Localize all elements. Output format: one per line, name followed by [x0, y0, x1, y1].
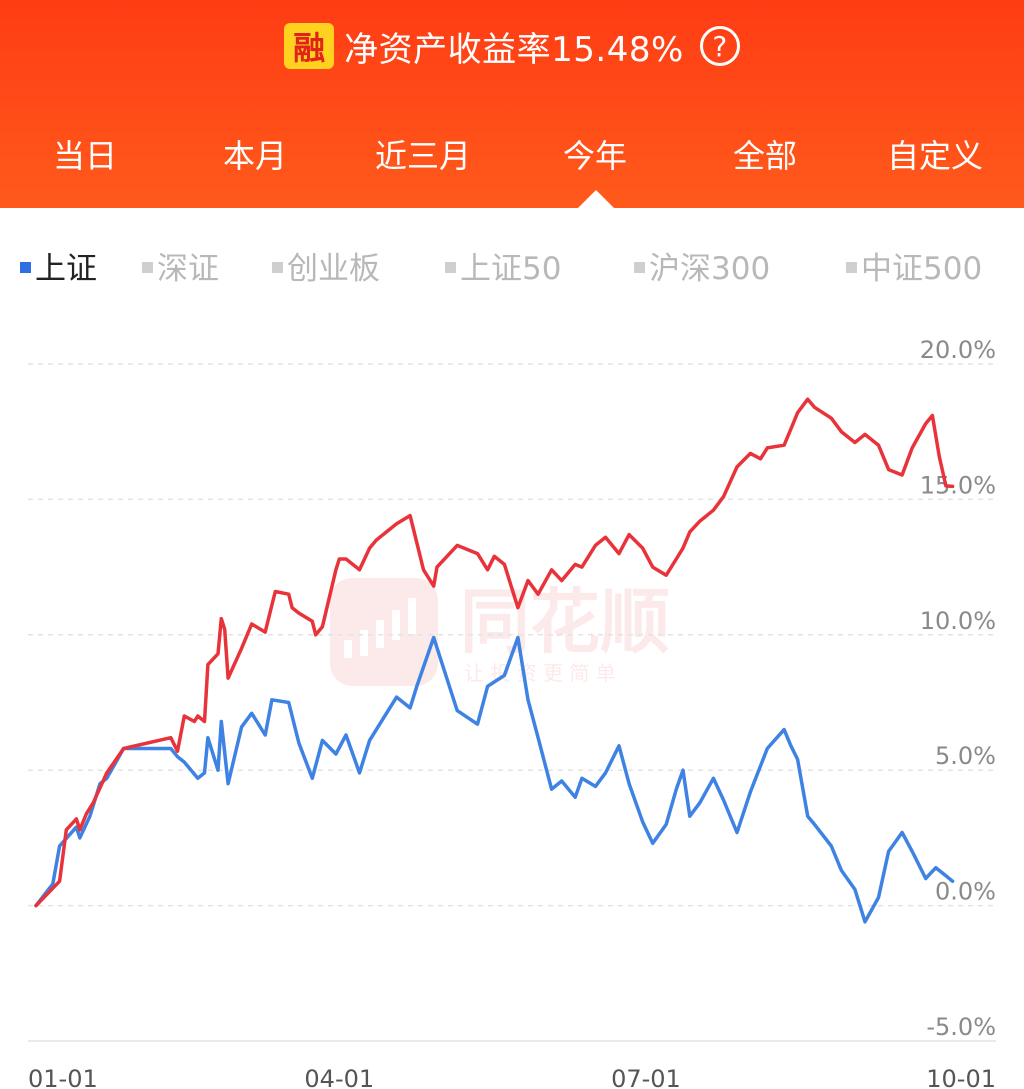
index-sse50[interactable]: 上证50 — [445, 244, 561, 294]
tab-today[interactable]: 当日 — [52, 137, 117, 175]
tab-all[interactable]: 全部 — [732, 137, 797, 175]
legend-marker-blue — [20, 262, 31, 273]
y-tick-label: 10.0% — [920, 607, 996, 635]
help-icon[interactable]: ? — [699, 26, 740, 66]
legend-marker — [445, 262, 456, 273]
y-tick-label: 0.0% — [935, 878, 996, 906]
legend-marker — [846, 262, 857, 273]
tab-month[interactable]: 本月 — [222, 137, 287, 175]
x-tick-label: 10-01 — [926, 1065, 996, 1089]
tab-3months[interactable]: 近三月 — [374, 137, 471, 175]
legend-marker — [634, 262, 645, 273]
index-chinext[interactable]: 创业板 — [272, 244, 380, 294]
watermark-candles-icon — [344, 598, 416, 658]
tab-custom[interactable]: 自定义 — [886, 137, 983, 175]
y-tick-label: -5.0% — [926, 1013, 996, 1041]
tab-this-year[interactable]: 今年 — [562, 137, 627, 175]
index-szse[interactable]: 深证 — [142, 244, 219, 294]
brand-watermark: 同花顺 让 投 资 更 简 单 — [330, 578, 670, 686]
watermark-logo-icon — [330, 578, 438, 686]
series-line-index — [34, 635, 955, 924]
index-sse[interactable]: 上证 — [20, 244, 97, 294]
header-bar: 融 净资产收益率15.48% ? 当日 本月 近三月 今年 全部 自定义 — [0, 0, 1024, 208]
x-tick-label: 07-01 — [611, 1065, 681, 1089]
x-tick-label: 01-01 — [28, 1065, 98, 1089]
period-tabs: 当日 本月 近三月 今年 全部 自定义 — [0, 128, 1024, 184]
legend-marker — [142, 262, 153, 273]
y-tick-label: 15.0% — [920, 471, 996, 499]
roe-title: 净资产收益率15.48% — [344, 29, 684, 70]
margin-badge: 融 — [284, 23, 335, 69]
index-csi500[interactable]: 中证500 — [846, 244, 982, 294]
watermark-brand: 同花顺 — [460, 581, 670, 663]
y-tick-label: 5.0% — [935, 742, 996, 770]
watermark-slogan: 让 投 资 更 简 单 — [464, 661, 616, 685]
y-tick-label: 20.0% — [920, 336, 996, 364]
legend-marker — [272, 262, 283, 273]
series-line-portfolio — [34, 397, 955, 908]
active-tab-indicator — [578, 190, 614, 208]
x-tick-label: 04-01 — [304, 1065, 374, 1089]
title-row: 融 净资产收益率15.48% ? — [0, 18, 1024, 74]
index-selector: 上证 深证 创业板 上证50 沪深300 中证500 — [0, 244, 1024, 294]
index-csi300[interactable]: 沪深300 — [634, 244, 770, 294]
return-chart[interactable]: 同花顺 让 投 资 更 简 单 20.0% 15.0% 10.0% 5.0% 0.0% -… — [0, 300, 1024, 1089]
